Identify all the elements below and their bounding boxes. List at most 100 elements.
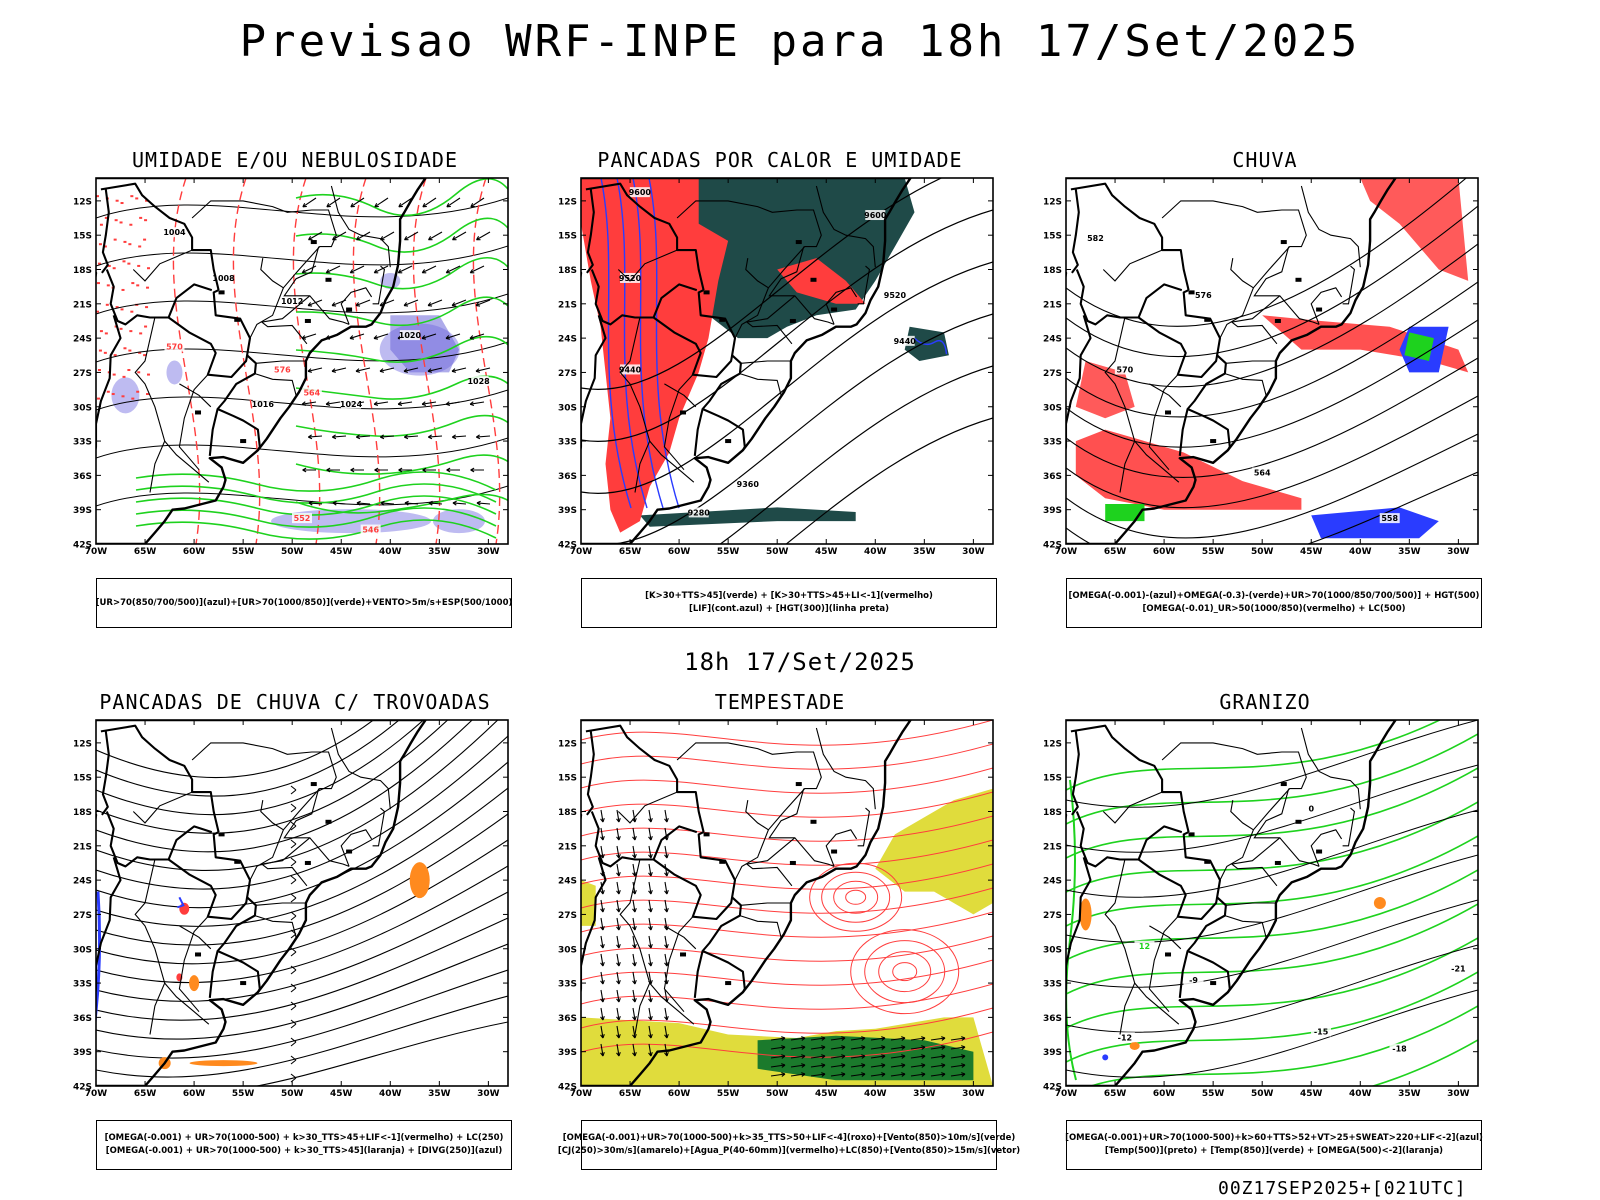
divergence-area-blue [177,896,185,909]
wind-vector [632,971,636,985]
wind-vector [890,1073,906,1077]
moisture-stipple [128,349,132,352]
streamline [96,787,508,927]
country-border [96,314,122,454]
label-bg [1193,290,1214,301]
lon-label: 40W [379,547,402,557]
state-border [857,265,870,305]
streamline [96,839,508,965]
arrow-head [616,1016,621,1021]
arrow-head [861,1045,866,1050]
arrow-head [398,467,403,473]
lat-label: 12S [1043,197,1062,207]
moisture-stipple [115,306,119,309]
map-frame [95,719,509,1087]
lat-label: 27S [73,369,92,379]
lon-label: 70W [1055,1089,1078,1099]
arrow-head [632,980,637,985]
moisture-stipple [112,373,116,376]
lat-label: 27S [1043,369,1062,379]
state-border [745,837,796,887]
state-border [663,916,694,1013]
wind-vector [600,899,604,913]
label-bg [884,290,905,301]
rain-area-red [1075,429,1302,510]
wind-vector [950,1073,966,1077]
arrow-head [821,1072,826,1077]
moisture-stipple [119,221,123,224]
wind-vector [600,917,604,931]
state-border [734,829,769,881]
moisture-stipple [139,216,143,219]
state-border [283,246,350,325]
arrow-head [901,1045,906,1050]
geopotential-contour [1066,319,1478,448]
humidity-lower-contour [295,296,508,327]
thunderstorm-area-orange [409,862,430,899]
wind-vector [428,231,443,241]
state-border [1219,287,1254,339]
lat-label: 39S [73,1048,92,1058]
lon-label: 35W [1398,1089,1421,1099]
wind-vector [790,1046,806,1050]
moisture-stipple [96,397,100,400]
moisture-stipple [103,245,107,248]
arrow-head [452,500,457,506]
lon-label: 70W [85,1089,108,1099]
wind-vector [648,863,652,877]
arrow-head [921,1063,926,1068]
arrow-head [616,1052,621,1057]
state-border [1342,807,1355,847]
arrow-head [648,944,653,949]
wind-vector [648,881,652,895]
lon-label: 50W [281,1089,304,1099]
mid-title: 18h 17/Set/2025 [684,648,916,676]
label-bg [1114,364,1135,375]
streamline [96,720,473,853]
country-border [586,731,595,816]
state-border [676,200,822,289]
wind-vector [616,1043,620,1057]
arrow-head [921,1054,926,1059]
wind-vector [664,881,668,895]
label-bg [164,341,185,352]
wind-vector [616,971,620,985]
map-granizo: -12 -15 -18 -21 -9 0 12 12S 15S 18S 21S 24S 27S 30S 33… [1043,719,1479,1099]
state-border [1104,859,1136,1035]
moisture-stipple [147,373,151,376]
contour-label: -18 [1392,1045,1407,1054]
state-border [254,915,297,941]
country-border [1070,182,1190,291]
wind-vector [451,299,467,307]
label-bg [1379,513,1400,524]
jet-area-yellow [875,788,993,915]
moisture-stipple [99,330,103,333]
moisture-stipple [119,327,123,330]
wind-vector [870,1073,886,1077]
arrow-head [332,500,337,506]
state-border [1253,246,1320,325]
wind-vector [355,367,371,372]
arrow-head [404,236,409,241]
streamline-850 [581,935,993,962]
instability-area-red [777,258,866,304]
moisture-stipple [104,332,108,335]
streamline [96,865,508,984]
label-bg [620,364,641,375]
state-border [132,791,193,824]
lon-label: 60W [668,547,691,557]
state-border [676,742,822,831]
contour-label: 0 [1308,805,1314,814]
geopotential-contour [581,313,993,544]
wind-vector [950,1064,966,1068]
contour-label: 1004 [163,228,186,237]
contour-label: 558 [1381,514,1398,523]
wind-vector [950,1037,966,1041]
arrow-head [307,302,313,307]
moisture-stipple [136,390,140,393]
wind-vector [648,971,652,985]
wind-vector [404,502,419,505]
wind-vector [446,401,461,405]
state-border [619,859,651,1035]
coastline [581,178,912,544]
